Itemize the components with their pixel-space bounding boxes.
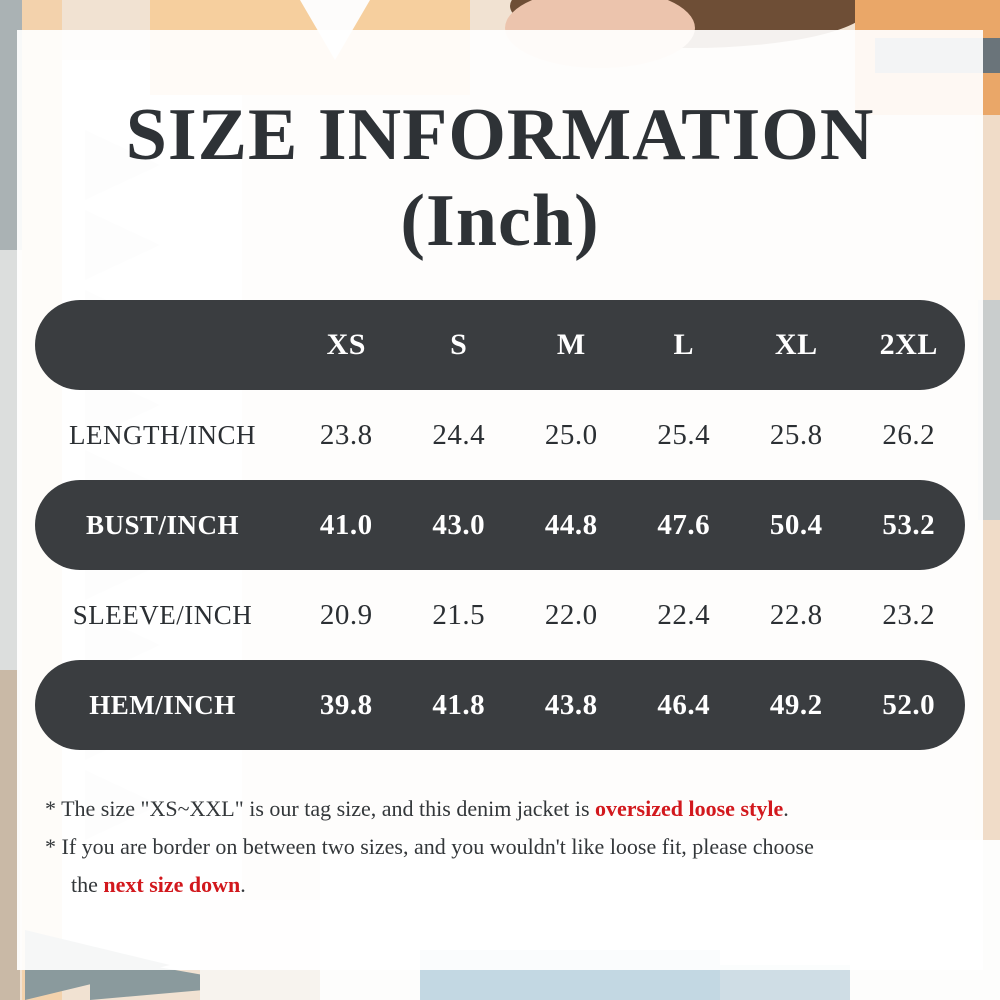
table-row-sleeve: SLEEVE/INCH 20.9 21.5 22.0 22.4 22.8 23.… xyxy=(35,570,965,660)
footnote-period: . xyxy=(783,796,789,821)
info-panel: SIZE INFORMATION (Inch) XS S M L XL 2XL … xyxy=(17,30,983,970)
length-m: 25.0 xyxy=(544,418,598,451)
hem-m: 43.8 xyxy=(544,688,598,721)
bust-xl: 50.4 xyxy=(769,508,823,541)
sleeve-m: 22.0 xyxy=(544,598,598,631)
title-line1: SIZE INFORMATION xyxy=(125,94,875,176)
column-header-xl: XL xyxy=(774,328,818,361)
row-label: SLEEVE/INCH xyxy=(72,599,253,630)
footnotes: * The size "XS~XXL" is our tag size, and… xyxy=(45,790,963,904)
footnote-text: * If you are border on between two sizes… xyxy=(45,834,814,859)
bust-2xl: 53.2 xyxy=(882,508,936,541)
length-xl: 25.8 xyxy=(769,418,823,451)
sleeve-xs: 20.9 xyxy=(319,598,373,631)
bust-s: 43.0 xyxy=(432,508,486,541)
sleeve-s: 21.5 xyxy=(432,598,486,631)
size-table-header-row: XS S M L XL 2XL xyxy=(35,300,965,390)
footnote-text: the xyxy=(71,872,104,897)
column-header-s: S xyxy=(450,328,468,361)
sleeve-xl: 22.8 xyxy=(769,598,823,631)
hem-l: 46.4 xyxy=(657,688,711,721)
sleeve-l: 22.4 xyxy=(657,598,711,631)
hem-2xl: 52.0 xyxy=(882,688,936,721)
row-label: BUST/INCH xyxy=(85,509,240,540)
page-title: SIZE INFORMATION (Inch) xyxy=(17,92,983,264)
length-2xl: 26.2 xyxy=(882,418,936,451)
table-row-length: LENGTH/INCH 23.8 24.4 25.0 25.4 25.8 26.… xyxy=(35,390,965,480)
title-line2: (Inch) xyxy=(400,180,600,262)
footnote-highlight: next size down xyxy=(103,872,241,897)
footnote-period: . xyxy=(240,872,246,897)
length-xs: 23.8 xyxy=(319,418,373,451)
footnote-between-sizes: * If you are border on between two sizes… xyxy=(45,828,963,866)
column-header-m: M xyxy=(556,328,586,361)
hem-xs: 39.8 xyxy=(319,688,373,721)
footnote-text: * The size "XS~XXL" is our tag size, and… xyxy=(45,796,596,821)
column-header-xs: XS xyxy=(326,328,366,361)
footnote-between-sizes-cont: the next size down. xyxy=(45,866,963,904)
column-header-l: L xyxy=(673,328,694,361)
row-label: HEM/INCH xyxy=(89,689,236,720)
footnote-tag-size: * The size "XS~XXL" is our tag size, and… xyxy=(45,790,963,828)
hem-xl: 49.2 xyxy=(769,688,823,721)
length-s: 24.4 xyxy=(432,418,486,451)
length-l: 25.4 xyxy=(657,418,711,451)
hem-s: 41.8 xyxy=(432,688,486,721)
table-row-bust: BUST/INCH 41.0 43.0 44.8 47.6 50.4 53.2 xyxy=(35,480,965,570)
sleeve-2xl: 23.2 xyxy=(882,598,936,631)
bust-l: 47.6 xyxy=(657,508,711,541)
bust-xs: 41.0 xyxy=(319,508,373,541)
size-table: XS S M L XL 2XL LENGTH/INCH 23.8 24.4 25… xyxy=(35,300,965,750)
bust-m: 44.8 xyxy=(544,508,598,541)
table-row-hem: HEM/INCH 39.8 41.8 43.8 46.4 49.2 52.0 xyxy=(35,660,965,750)
column-header-2xl: 2XL xyxy=(879,328,938,361)
footnote-highlight: oversized loose style xyxy=(595,796,784,821)
row-label: LENGTH/INCH xyxy=(69,419,256,450)
